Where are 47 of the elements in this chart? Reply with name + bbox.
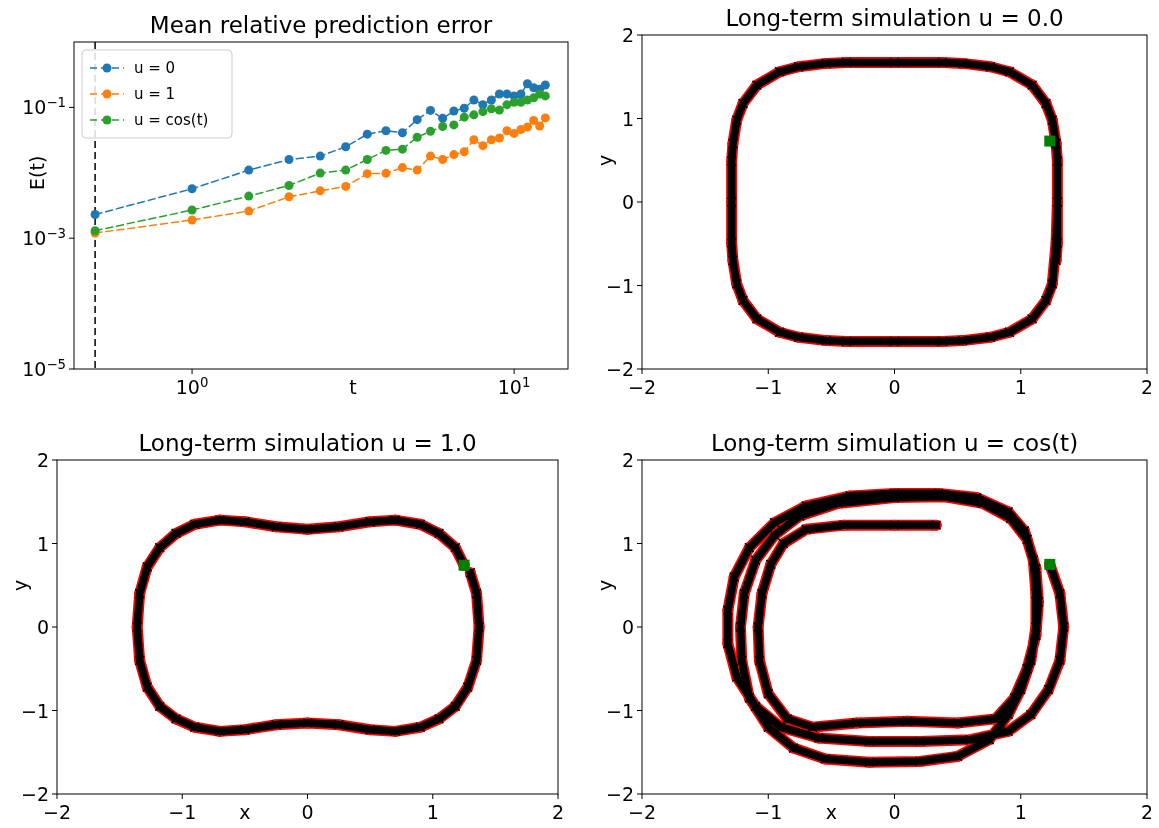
x-tick-label: 1	[426, 801, 439, 823]
x-tick-label: 1	[1014, 801, 1027, 823]
x-tick-label: −1	[754, 376, 783, 398]
y-tick-label: −2	[605, 783, 634, 805]
legend-label: u = 1	[134, 85, 176, 103]
chart-title: Long-term simulation u = 0.0	[725, 5, 1064, 31]
x-tick-label: 2	[551, 801, 565, 823]
x-axis-title: x	[825, 801, 837, 823]
legend-label: u = 0	[134, 59, 176, 77]
y-tick-label: 1	[621, 107, 634, 130]
y-axis-title: y	[9, 579, 31, 591]
y-tick-label: −1	[605, 699, 634, 722]
x-tick-label: 2	[1140, 801, 1154, 823]
y-tick-label: 0	[36, 616, 49, 638]
y-axis-title: y	[594, 154, 616, 166]
y-tick-label: 2	[621, 24, 634, 46]
x-tick-label: 0	[888, 801, 901, 823]
y-tick-label: 10$^{−5}$	[22, 356, 66, 380]
y-tick-label: −1	[20, 699, 49, 722]
chart-title: Long-term simulation u = 1.0	[138, 430, 477, 456]
x-axis-title: t	[349, 376, 357, 398]
y-tick-label: 1	[36, 532, 49, 555]
x-tick-label: 0	[888, 376, 901, 398]
y-tick-label: −2	[605, 358, 634, 380]
x-tick-label: −1	[754, 801, 783, 823]
y-tick-label: 2	[36, 449, 49, 471]
x-tick-label: 10$^{0}$	[175, 374, 209, 398]
y-tick-label: 2	[621, 449, 634, 471]
y-tick-label: 0	[621, 616, 634, 638]
y-axis-title: E(t)	[26, 155, 48, 190]
y-axis-title: y	[594, 579, 616, 591]
y-tick-label: −1	[605, 274, 634, 297]
y-tick-label: 10$^{−3}$	[22, 225, 66, 250]
y-tick-label: 0	[621, 191, 634, 213]
x-tick-label: 1	[1014, 376, 1027, 398]
x-tick-label: 2	[1140, 376, 1154, 398]
y-tick-label: −2	[20, 783, 49, 805]
y-tick-label: 10$^{−1}$	[22, 94, 66, 119]
x-axis-title: x	[825, 376, 837, 398]
x-tick-label: 0	[301, 801, 314, 823]
x-tick-label: −1	[168, 801, 197, 823]
chart-title: Long-term simulation u = cos(t)	[710, 430, 1079, 456]
chart-title: Mean relative prediction error	[149, 12, 493, 38]
x-axis-title: x	[239, 801, 251, 823]
legend-label: u = cos(t)	[134, 111, 209, 129]
x-tick-label: 10$^{1}$	[497, 374, 531, 398]
y-tick-label: 1	[621, 532, 634, 555]
